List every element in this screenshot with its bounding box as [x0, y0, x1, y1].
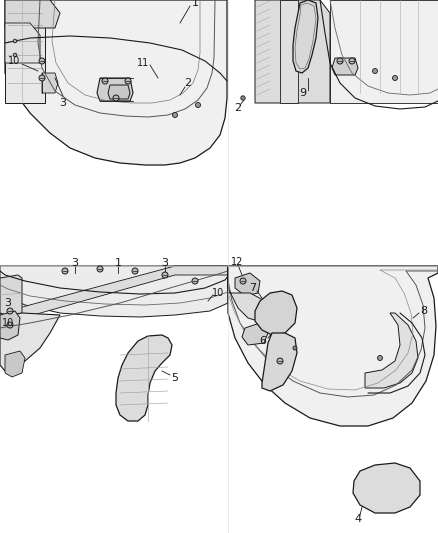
Circle shape: [293, 346, 297, 350]
Text: 7: 7: [249, 283, 257, 293]
Circle shape: [7, 322, 13, 328]
Circle shape: [173, 112, 177, 117]
Circle shape: [132, 268, 138, 274]
Circle shape: [241, 96, 245, 100]
Polygon shape: [228, 266, 438, 426]
Circle shape: [162, 272, 168, 278]
Polygon shape: [42, 73, 58, 93]
Circle shape: [240, 278, 246, 284]
Polygon shape: [5, 0, 45, 103]
Polygon shape: [0, 313, 60, 371]
Polygon shape: [353, 463, 420, 513]
Polygon shape: [5, 0, 60, 28]
Polygon shape: [0, 311, 20, 340]
Text: 6: 6: [259, 336, 266, 346]
Circle shape: [13, 53, 17, 57]
Polygon shape: [5, 0, 227, 165]
Polygon shape: [108, 85, 130, 99]
Text: 5: 5: [172, 373, 179, 383]
Circle shape: [13, 39, 17, 43]
Polygon shape: [330, 0, 438, 103]
Polygon shape: [242, 323, 268, 345]
Text: 10: 10: [8, 56, 20, 66]
Polygon shape: [0, 266, 228, 317]
Circle shape: [125, 78, 131, 84]
Text: 3: 3: [162, 258, 169, 268]
Circle shape: [349, 58, 355, 64]
Text: 1: 1: [114, 258, 121, 268]
Text: 3: 3: [71, 258, 78, 268]
Circle shape: [392, 76, 398, 80]
Circle shape: [97, 266, 103, 272]
Polygon shape: [332, 58, 358, 75]
Polygon shape: [293, 0, 318, 73]
Text: 2: 2: [184, 78, 191, 88]
Text: 2: 2: [234, 103, 242, 113]
Text: 3: 3: [60, 98, 67, 108]
Text: 1: 1: [191, 0, 198, 8]
Polygon shape: [0, 266, 228, 323]
Text: 8: 8: [420, 306, 427, 316]
Polygon shape: [280, 0, 298, 103]
Circle shape: [39, 75, 45, 81]
Text: 4: 4: [354, 514, 361, 524]
Text: 10: 10: [2, 318, 14, 328]
Text: 10: 10: [212, 288, 224, 298]
Polygon shape: [5, 23, 40, 63]
Circle shape: [378, 356, 382, 360]
Circle shape: [62, 268, 68, 274]
Circle shape: [372, 69, 378, 74]
Circle shape: [277, 358, 283, 364]
Circle shape: [337, 58, 343, 64]
Circle shape: [113, 95, 119, 101]
Circle shape: [195, 102, 201, 108]
Text: 9: 9: [300, 88, 307, 98]
Polygon shape: [255, 0, 330, 103]
Polygon shape: [228, 266, 268, 321]
Circle shape: [7, 308, 13, 314]
Circle shape: [192, 278, 198, 284]
Text: 3: 3: [4, 298, 11, 308]
Polygon shape: [97, 78, 133, 101]
Circle shape: [102, 78, 108, 84]
Polygon shape: [235, 273, 260, 296]
Polygon shape: [255, 291, 297, 335]
Polygon shape: [5, 351, 25, 377]
Polygon shape: [116, 335, 172, 421]
Polygon shape: [262, 333, 297, 391]
Circle shape: [39, 58, 45, 64]
Polygon shape: [365, 313, 418, 388]
Text: 12: 12: [231, 257, 243, 267]
Polygon shape: [0, 275, 22, 317]
Text: 11: 11: [137, 58, 149, 68]
